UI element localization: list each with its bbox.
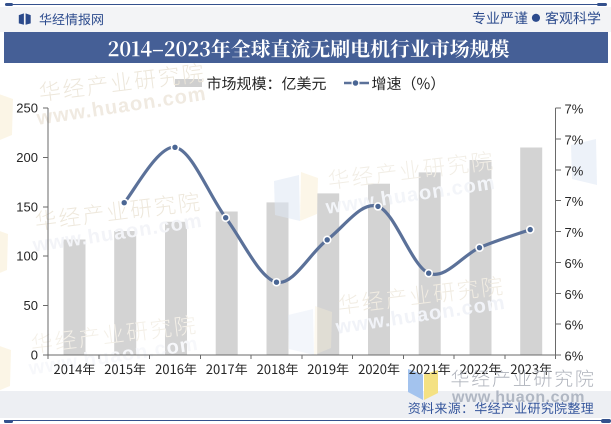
svg-text:150: 150 [16,199,38,214]
svg-text:50: 50 [24,298,38,313]
svg-text:7%: 7% [565,225,584,240]
svg-text:0: 0 [31,348,38,363]
svg-text:6%: 6% [565,349,584,364]
svg-text:250: 250 [16,101,38,116]
svg-text:7%: 7% [565,132,584,147]
svg-text:6%: 6% [565,287,584,302]
svg-text:7%: 7% [565,163,584,178]
svg-text:100: 100 [16,249,38,264]
svg-text:6%: 6% [565,318,584,333]
svg-text:7%: 7% [565,194,584,209]
svg-text:6%: 6% [565,256,584,271]
svg-text:7%: 7% [565,102,584,117]
svg-text:200: 200 [16,150,38,165]
